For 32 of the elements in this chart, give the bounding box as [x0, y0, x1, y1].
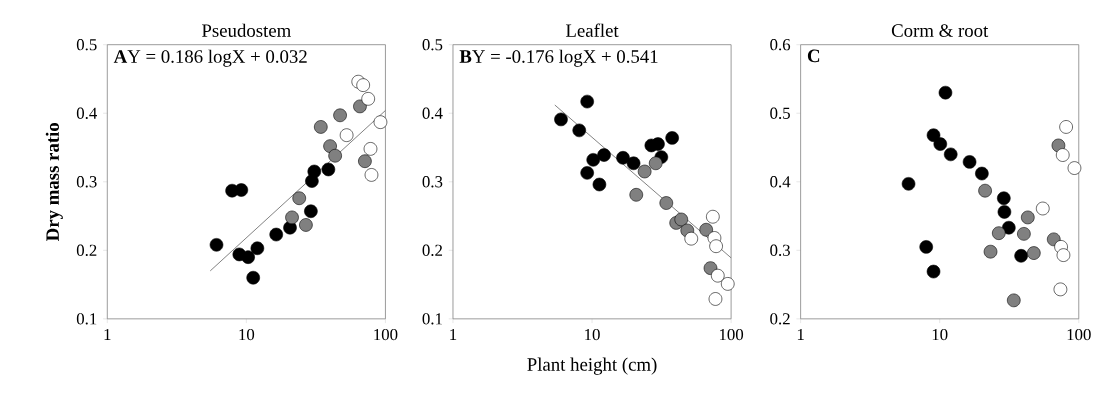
x-tick-label: 10 [239, 328, 255, 341]
y-tick-label: 0.3 [770, 244, 790, 256]
x-tick-label: 1 [450, 328, 457, 340]
x-tick-label: 1 [104, 328, 111, 340]
x-axis-title: Plant height (cm) [527, 357, 657, 375]
x-tick-label: 1 [797, 328, 804, 340]
x-tick-label: 100 [374, 328, 398, 341]
y-tick-label: 0.2 [422, 244, 443, 256]
annotation: AY = 0.186 logX + 0.032 [113, 49, 307, 67]
y-tick-label: 0.3 [422, 175, 443, 188]
y-tick-label: 0.2 [76, 244, 97, 256]
y-tick-label: 0.2 [770, 313, 790, 325]
y-tick-label: 0.4 [76, 107, 97, 119]
x-tick-label: 100 [1067, 328, 1091, 341]
annotation: BY = -0.176 logX + 0.541 [459, 49, 658, 67]
x-tick-label: 10 [932, 328, 948, 341]
x-tick-label: 10 [585, 328, 600, 341]
y-tick-label: 0.5 [422, 38, 443, 51]
y-tick-label: 0.5 [76, 38, 97, 51]
y-tick-label: 0.4 [770, 175, 791, 188]
annotation: C [807, 49, 820, 63]
chart-title: Pseudostem [201, 23, 291, 37]
y-tick-label: 0.4 [422, 107, 443, 119]
y-tick-label: 0.6 [770, 38, 791, 51]
y-axis-title: Dry mass ratio [45, 122, 63, 241]
y-tick-label: 0.1 [422, 313, 442, 325]
y-tick-label: 0.3 [76, 175, 97, 188]
y-tick-label: 0.1 [76, 313, 97, 325]
chart-title: Leaflet [565, 23, 619, 37]
chart-title: Corm & root [891, 24, 989, 37]
y-tick-label: 0.5 [770, 107, 790, 119]
x-tick-label: 100 [719, 328, 744, 341]
